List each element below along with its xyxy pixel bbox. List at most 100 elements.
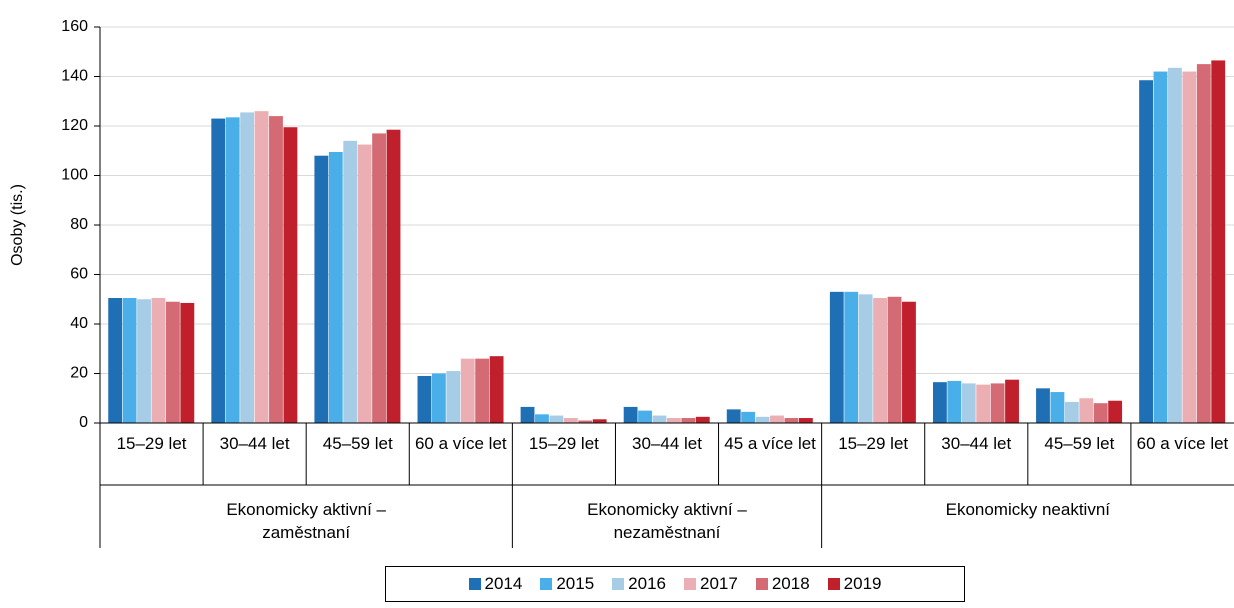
bar <box>902 301 916 423</box>
bar <box>225 117 240 424</box>
y-tick-label: 100 <box>61 167 88 184</box>
bar <box>535 414 549 423</box>
group-label: Ekonomicky aktivní – nezaměstnaní <box>587 500 747 542</box>
x-tick-label-box: 15–29 let <box>529 434 599 453</box>
x-tick-label-box: 30–44 let <box>632 434 702 453</box>
bar <box>1182 71 1197 424</box>
bar <box>829 291 844 423</box>
y-tick-label: 160 <box>61 18 88 35</box>
bar <box>961 383 976 423</box>
y-tick-label: 140 <box>61 68 88 85</box>
x-tick-label: 60 a více let <box>414 434 507 453</box>
legend-label: 2015 <box>556 574 595 593</box>
bar <box>108 298 123 423</box>
legend-item: 2019 <box>827 574 882 594</box>
bar <box>652 415 667 423</box>
bar <box>549 415 564 423</box>
legend-swatch <box>827 578 840 590</box>
x-tick-label-box: 15–29 let <box>838 434 909 453</box>
bar <box>784 418 799 423</box>
legend-swatch <box>612 578 625 590</box>
legend-swatch <box>540 578 553 590</box>
bar <box>386 129 401 423</box>
bar <box>858 294 873 423</box>
y-tick-label: 120 <box>61 117 88 134</box>
bar <box>1005 379 1019 423</box>
bar <box>1211 60 1226 423</box>
bar <box>314 155 329 423</box>
x-tick-label-box: 60 a více let <box>1136 434 1229 453</box>
bar <box>563 418 578 423</box>
bar <box>741 411 756 423</box>
bar <box>578 420 593 423</box>
bar <box>1064 401 1079 423</box>
bar <box>431 373 446 423</box>
x-tick-label: 15–29 let <box>116 434 187 453</box>
bar <box>269 116 283 423</box>
x-tick-label: 30–44 let <box>632 434 702 453</box>
bar <box>122 298 137 423</box>
legend-swatch <box>468 578 481 590</box>
group-label-box: Ekonomicky neaktivní <box>945 500 1111 519</box>
bar <box>1093 403 1108 423</box>
y-tick-label: 40 <box>70 315 88 332</box>
bar <box>165 301 180 423</box>
legend-item: 2014 <box>468 574 523 594</box>
x-tick-label-box: 30–44 let <box>941 434 1012 453</box>
x-tick-label-box: 15–29 let <box>116 434 187 453</box>
bar <box>976 384 991 423</box>
bar <box>667 418 681 423</box>
bar <box>638 410 652 423</box>
bar <box>151 298 166 423</box>
x-tick-label: 30–44 let <box>941 434 1012 453</box>
legend-label: 2019 <box>843 574 882 593</box>
bar <box>770 415 784 423</box>
x-tick-label: 15–29 let <box>838 434 909 453</box>
bar <box>1153 71 1168 424</box>
bar <box>1108 400 1123 423</box>
bar <box>137 299 151 423</box>
x-tick-label: 60 a více let <box>1136 434 1229 453</box>
legend-label: 2014 <box>484 574 523 593</box>
bar <box>798 418 813 423</box>
bar <box>990 383 1005 423</box>
bar <box>489 356 504 423</box>
legend-item: 2016 <box>612 574 666 594</box>
x-tick-label-box: 60 a více let <box>414 434 507 453</box>
bar <box>343 140 358 423</box>
group-label: Ekonomicky neaktivní <box>945 500 1111 519</box>
bar <box>1036 388 1050 423</box>
bar <box>475 358 490 423</box>
bar <box>726 409 741 423</box>
bar <box>180 302 195 423</box>
bar <box>460 358 475 423</box>
bar <box>211 118 226 423</box>
bar <box>755 416 770 423</box>
bar <box>1196 64 1211 423</box>
bar <box>844 291 859 423</box>
bar <box>417 375 432 423</box>
bar <box>240 112 255 423</box>
legend-item: 2017 <box>684 574 738 594</box>
y-tick-label: 0 <box>79 414 88 431</box>
bar <box>1139 80 1153 424</box>
bar <box>623 406 638 423</box>
bar <box>887 296 902 423</box>
legend-item: 2018 <box>755 574 810 594</box>
x-tick-label-box: 45–59 let <box>323 434 393 453</box>
bar <box>681 418 696 423</box>
legend-label: 2016 <box>628 574 666 593</box>
bar <box>254 111 269 424</box>
bar <box>520 406 535 423</box>
y-tick-label: 80 <box>70 216 88 233</box>
x-tick-label-box: 45 a více let <box>724 434 816 453</box>
bar <box>873 298 888 423</box>
x-tick-label-box: 30–44 let <box>220 434 290 453</box>
legend-label: 2017 <box>700 574 738 593</box>
bar <box>328 151 343 424</box>
y-axis-label: Osoby (tis.) <box>9 184 26 266</box>
bar <box>357 144 372 423</box>
bar <box>695 416 710 423</box>
